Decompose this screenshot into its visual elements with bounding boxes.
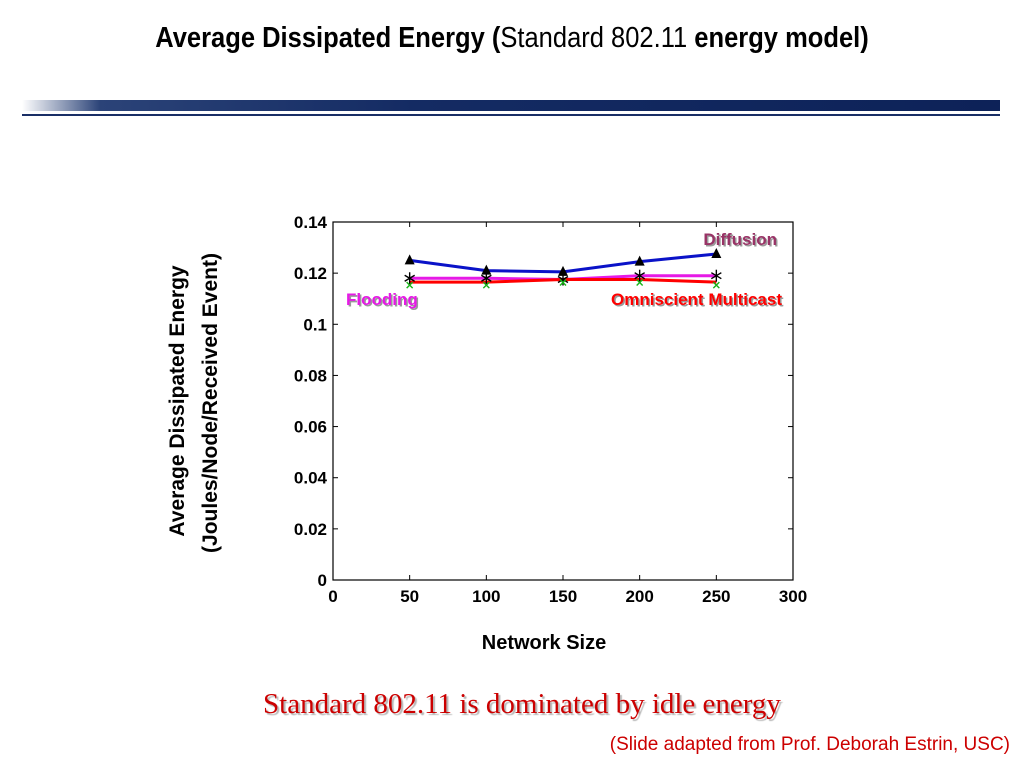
x-tick-label: 100 [472, 587, 500, 606]
data-point-flooding [480, 272, 492, 285]
takeaway-text: Standard 802.11 is dominated by idle ene… [263, 688, 781, 720]
x-tick-label: 300 [779, 587, 807, 606]
slide-title: Average Dissipated Energy (Standard 802.… [61, 22, 962, 55]
data-point-omniscient-multicast [559, 279, 567, 287]
data-point-flooding [634, 269, 646, 282]
y-axis-label-line1: Average Dissipated Energy [166, 265, 189, 536]
data-point-omniscient-multicast [482, 281, 490, 289]
data-point-diffusion [481, 264, 492, 275]
annotation-flooding: Flooding [346, 290, 418, 309]
x-tick-label: 250 [702, 587, 730, 606]
x-tick-label: 50 [400, 587, 419, 606]
annotation-shadow-diffusion: Diffusion [705, 232, 779, 251]
annotation-diffusion: Diffusion [703, 230, 777, 249]
annotation-shadow-omniscient-multicast: Omniscient Multicast [613, 292, 784, 311]
slide-title-suffix: energy model) [687, 22, 869, 54]
y-tick-label: 0 [318, 571, 327, 590]
data-point-flooding [710, 269, 722, 282]
title-divider-bar [22, 100, 1000, 111]
y-tick-label: 0.06 [294, 418, 327, 437]
y-tick-label: 0.14 [294, 213, 328, 232]
x-axis-label: Network Size [482, 632, 606, 654]
data-point-omniscient-multicast [712, 281, 720, 289]
y-tick-label: 0.04 [294, 469, 328, 488]
y-axis-label-line2: (Joules/Node/Received Event) [199, 253, 222, 553]
y-tick-label: 0.12 [294, 264, 327, 283]
credit-text: (Slide adapted from Prof. Deborah Estrin… [609, 734, 1010, 755]
y-tick-label: 0.08 [294, 366, 327, 385]
y-tick-label: 0.1 [303, 315, 327, 334]
annotation-omniscient-multicast: Omniscient Multicast [611, 290, 782, 309]
data-point-diffusion [711, 247, 722, 258]
data-point-flooding [557, 273, 569, 286]
x-tick-label: 150 [549, 587, 577, 606]
title-divider-rule [22, 114, 1000, 116]
slide-title-model: Standard 802.11 [500, 22, 688, 54]
slide-title-main: Average Dissipated Energy ( [155, 22, 501, 54]
data-point-flooding [404, 272, 416, 285]
x-tick-label: 200 [625, 587, 653, 606]
data-point-diffusion [634, 255, 645, 266]
y-tick-label: 0.02 [294, 520, 327, 539]
data-point-diffusion [558, 265, 568, 276]
x-tick-label: 0 [328, 587, 337, 606]
data-point-diffusion [404, 254, 415, 265]
data-point-omniscient-multicast [406, 281, 414, 289]
data-point-omniscient-multicast [636, 279, 644, 287]
annotation-shadow-flooding: Flooding [348, 292, 420, 311]
